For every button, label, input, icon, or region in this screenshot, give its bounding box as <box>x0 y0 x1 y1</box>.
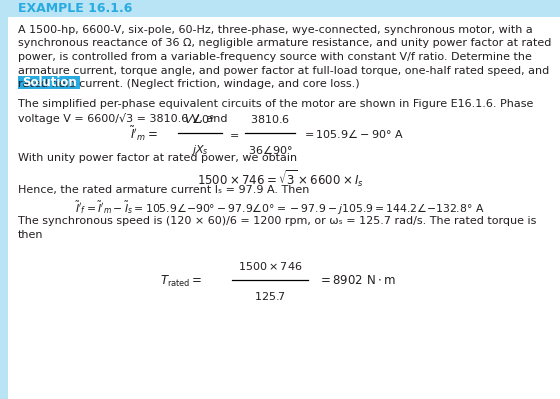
Text: Solution: Solution <box>22 76 77 89</box>
Text: voltage V = 6600/√3 = 3810.6 V, and: voltage V = 6600/√3 = 3810.6 V, and <box>18 113 227 124</box>
Text: EXAMPLE 16.1.6: EXAMPLE 16.1.6 <box>18 2 132 16</box>
Bar <box>0 0 8 399</box>
Text: rated field current. (Neglect friction, windage, and core loss.): rated field current. (Neglect friction, … <box>18 79 360 89</box>
Text: synchronous reactance of 36 Ω, negligible armature resistance, and unity power f: synchronous reactance of 36 Ω, negligibl… <box>18 38 552 49</box>
Text: power, is controlled from a variable-frequency source with constant V/f ratio. D: power, is controlled from a variable-fre… <box>18 52 532 62</box>
Text: $= 8902\ \mathrm{N} \cdot \mathrm{m}$: $= 8902\ \mathrm{N} \cdot \mathrm{m}$ <box>318 275 396 288</box>
Text: $\tilde{I}'_f = \tilde{I}'_m - \tilde{I}_s = 105.9\angle{-}90° - 97.9\angle 0° =: $\tilde{I}'_f = \tilde{I}'_m - \tilde{I}… <box>75 200 485 217</box>
Bar <box>0 0 560 17</box>
Text: Hence, the rated armature current Iₛ = 97.9 A. Then: Hence, the rated armature current Iₛ = 9… <box>18 185 309 195</box>
Text: A 1500-hp, 6600-V, six-pole, 60-Hz, three-phase, wye-connected, synchronous moto: A 1500-hp, 6600-V, six-pole, 60-Hz, thre… <box>18 25 533 35</box>
Text: $125.7$: $125.7$ <box>254 290 286 302</box>
Text: $3810.6$: $3810.6$ <box>250 113 290 125</box>
Text: $jX_s$: $jX_s$ <box>191 143 209 157</box>
Text: $1500 \times 746$: $1500 \times 746$ <box>238 260 302 272</box>
Bar <box>18 76 80 89</box>
Text: $=$: $=$ <box>227 129 239 139</box>
Text: then: then <box>18 229 44 239</box>
Text: $= 105.9\angle - 90°\ \mathrm{A}$: $= 105.9\angle - 90°\ \mathrm{A}$ <box>302 128 404 140</box>
Text: $V\angle 0°$: $V\angle 0°$ <box>184 112 216 125</box>
Text: With unity power factor at rated power, we obtain: With unity power factor at rated power, … <box>18 153 297 163</box>
Text: $T_{\mathrm{rated}} =$: $T_{\mathrm{rated}} =$ <box>160 273 202 288</box>
Text: $36\angle 90°$: $36\angle 90°$ <box>248 143 292 156</box>
Text: $1500 \times 746 = \sqrt{3} \times 6600 \times I_s$: $1500 \times 746 = \sqrt{3} \times 6600 … <box>197 168 363 189</box>
Text: $\tilde{I}'_m =$: $\tilde{I}'_m =$ <box>130 125 158 143</box>
Text: The synchronous speed is (120 × 60)/6 = 1200 rpm, or ωₛ = 125.7 rad/s. The rated: The synchronous speed is (120 × 60)/6 = … <box>18 216 536 226</box>
Text: armature current, torque angle, and power factor at full-load torque, one-half r: armature current, torque angle, and powe… <box>18 65 549 75</box>
Text: The simplified per-phase equivalent circuits of the motor are shown in Figure E1: The simplified per-phase equivalent circ… <box>18 99 533 109</box>
